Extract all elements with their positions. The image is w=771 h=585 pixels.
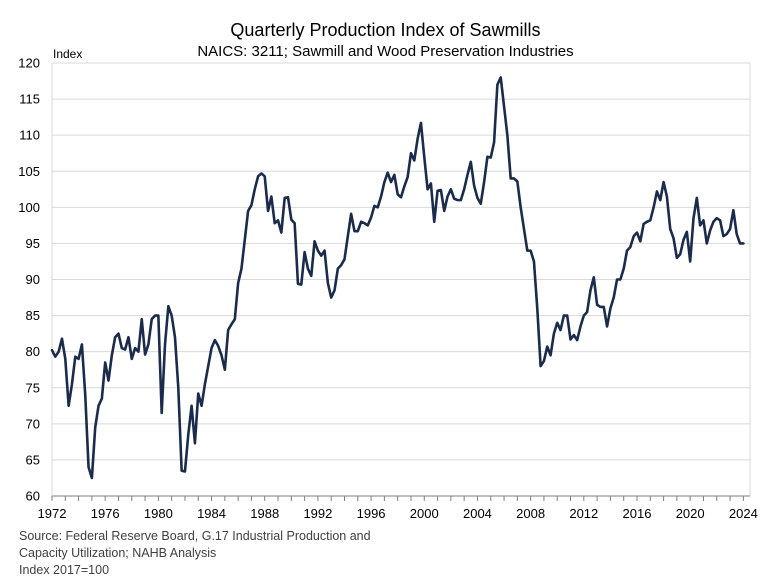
y-tick-label: 80	[26, 344, 40, 359]
source-note-line-2: Capacity Utilization; NAHB Analysis	[19, 546, 217, 560]
x-tick-label: 2004	[463, 506, 492, 521]
y-tick-label: 70	[26, 416, 40, 431]
x-tick-label: 1992	[303, 506, 332, 521]
x-tick-label: 2024	[729, 506, 758, 521]
y-tick-label: 110	[19, 128, 40, 143]
y-tick-label: 105	[18, 164, 40, 179]
x-tick-label: 1996	[357, 506, 386, 521]
x-tick-label: 1984	[197, 506, 226, 521]
y-tick-label: 60	[26, 489, 40, 504]
x-tick-label: 2012	[569, 506, 598, 521]
x-tick-label: 1988	[250, 506, 279, 521]
x-tick-label: 2020	[676, 506, 705, 521]
y-tick-label: 90	[26, 272, 40, 287]
series-line	[50, 76, 745, 480]
gridlines	[52, 62, 750, 497]
x-tick-label: 2016	[623, 506, 652, 521]
y-tick-label: 115	[19, 92, 40, 107]
x-tick-label: 1972	[38, 506, 67, 521]
chart-subtitle: NAICS: 3211; Sawmill and Wood Preservati…	[197, 43, 574, 60]
index-base-note: Index 2017=100	[19, 563, 110, 577]
x-tick-label: 1976	[91, 506, 120, 521]
y-axis-label: Index	[53, 47, 83, 61]
y-tick-label: 75	[26, 380, 40, 395]
y-tick-label: 95	[26, 236, 40, 251]
x-tick-label: 1980	[144, 506, 173, 521]
x-tick-label: 2008	[516, 506, 545, 521]
source-note-line-1: Source: Federal Reserve Board, G.17 Indu…	[19, 529, 371, 543]
y-tick-label: 100	[18, 200, 40, 215]
x-tick-label: 2000	[410, 506, 439, 521]
series-layer	[50, 76, 745, 480]
y-tick-label: 65	[26, 452, 40, 467]
axes: 60 65 70 75 80 85 90 95 100 105 110 115 120 1972 1976 1…	[18, 56, 758, 522]
chart-title: Quarterly Production Index of Sawmills	[230, 20, 541, 40]
y-tick-label: 120	[18, 56, 40, 71]
y-tick-label: 85	[26, 308, 40, 323]
